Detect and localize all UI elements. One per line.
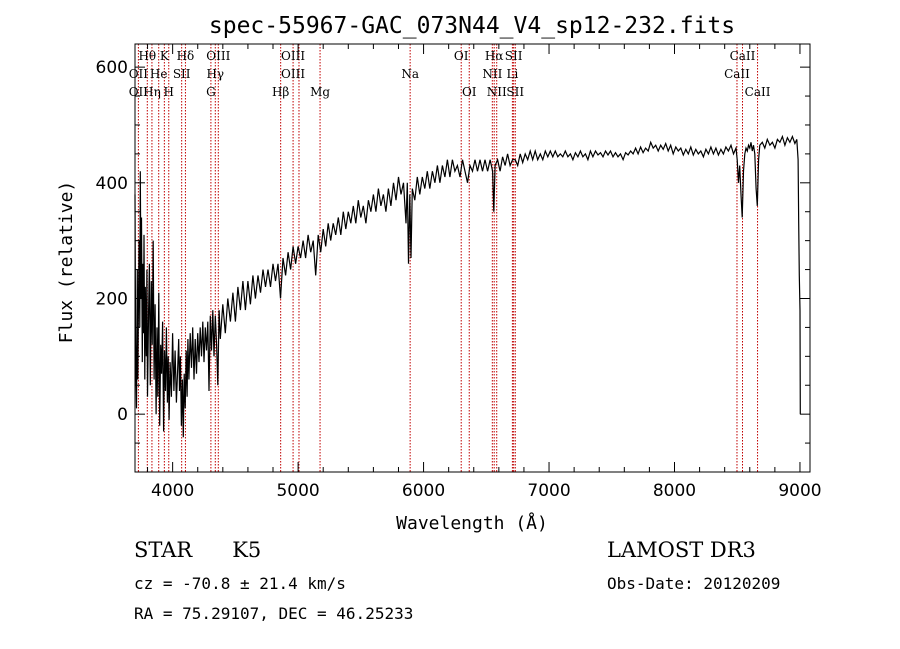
y-tick-label: 0: [117, 405, 128, 425]
line-marker-lines: [137, 44, 759, 472]
x-tick-label: 9000: [778, 481, 821, 501]
object-subclass: K5: [232, 538, 262, 562]
line-marker-label: NII: [487, 85, 507, 99]
spectrum-series-line: [134, 134, 801, 438]
line-marker-label: OII: [129, 85, 149, 99]
line-marker-label: Hθ: [138, 49, 156, 63]
line-marker-label: OI: [462, 85, 477, 99]
ra-dec-coordinates: RA = 75.29107, DEC = 46.25233: [134, 604, 414, 623]
y-tick-label: 600: [96, 58, 128, 78]
y-axis-ticks: 0 200 400 600: [96, 58, 810, 473]
line-marker-label: OIII: [206, 49, 230, 63]
survey-name: LAMOST DR3: [607, 538, 756, 562]
object-class: STAR: [134, 538, 193, 562]
chart-title: spec-55967-GAC_073N44_V4_sp12-232.fits: [209, 13, 735, 39]
line-marker-label: SII: [506, 85, 524, 99]
line-marker-label: K: [160, 49, 170, 63]
observation-date: Obs-Date: 20120209: [607, 574, 781, 593]
y-tick-label: 200: [96, 289, 128, 309]
line-marker-label: Na: [401, 67, 419, 81]
x-tick-label: 8000: [653, 481, 696, 501]
line-marker-label: Li: [506, 67, 518, 81]
line-marker-label: Hη: [143, 85, 161, 99]
line-marker-label: Hα: [485, 49, 504, 63]
redshift-velocity: cz = -70.8 ± 21.4 km/s: [134, 574, 346, 593]
x-tick-label: 7000: [527, 481, 570, 501]
x-tick-label: 5000: [276, 481, 319, 501]
y-tick-label: 400: [96, 174, 128, 194]
line-marker-label: H: [164, 85, 174, 99]
line-marker-label: SII: [173, 67, 191, 81]
x-axis-ticks: 4000 5000 6000 7000 8000 9000: [147, 44, 822, 501]
line-marker-label: Hβ: [272, 85, 289, 99]
x-tick-label: 4000: [151, 481, 194, 501]
line-marker-label: OIII: [281, 67, 305, 81]
plot-frame: [134, 43, 811, 473]
line-marker-label: Hδ: [177, 49, 195, 63]
x-axis-label: Wavelength (Å): [396, 512, 548, 534]
object-class-line: STAR K5: [134, 538, 261, 562]
line-marker-label: CaII: [724, 67, 750, 81]
line-marker-label: OI: [454, 49, 469, 63]
line-marker-label: Hγ: [206, 67, 224, 81]
line-marker-label: Mg: [310, 85, 330, 99]
line-marker-label: OIII: [281, 49, 305, 63]
y-axis-label: Flux (relative): [56, 181, 77, 344]
line-marker-label: G: [206, 85, 216, 99]
line-marker-label: He: [150, 67, 168, 81]
line-marker-label: NII: [482, 67, 502, 81]
line-marker-label: SII: [505, 49, 523, 63]
line-marker-label: CaII: [745, 85, 771, 99]
x-tick-label: 6000: [402, 481, 445, 501]
line-marker-label: OII: [129, 67, 149, 81]
line-marker-label: CaII: [730, 49, 756, 63]
